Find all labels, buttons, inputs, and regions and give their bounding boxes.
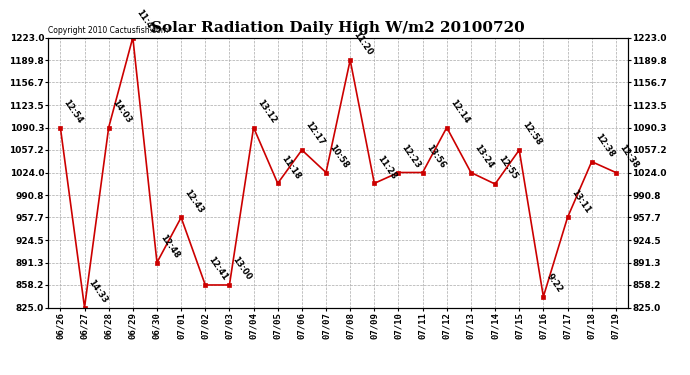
Text: 12:58: 12:58 — [521, 120, 543, 147]
Text: 12:55: 12:55 — [497, 154, 520, 181]
Text: 11:45: 11:45 — [135, 8, 157, 35]
Text: 12:38: 12:38 — [618, 143, 640, 170]
Text: 9:22: 9:22 — [545, 272, 564, 294]
Text: 11:18: 11:18 — [279, 153, 302, 181]
Text: 13:56: 13:56 — [424, 142, 446, 170]
Text: 12:41: 12:41 — [207, 255, 230, 282]
Text: 13:11: 13:11 — [569, 188, 591, 215]
Text: 12:23: 12:23 — [400, 142, 422, 170]
Text: 10:58: 10:58 — [328, 143, 350, 170]
Title: Solar Radiation Daily High W/m2 20100720: Solar Radiation Daily High W/m2 20100720 — [151, 21, 525, 35]
Text: 12:17: 12:17 — [304, 120, 326, 147]
Text: 12:48: 12:48 — [159, 232, 181, 260]
Text: 14:33: 14:33 — [86, 278, 108, 305]
Text: 13:24: 13:24 — [473, 142, 495, 170]
Text: 11:28: 11:28 — [376, 153, 398, 181]
Text: Copyright 2010 Cactusfish.com: Copyright 2010 Cactusfish.com — [48, 26, 168, 35]
Text: 12:43: 12:43 — [183, 188, 205, 215]
Text: 14:03: 14:03 — [110, 98, 132, 125]
Text: 11:20: 11:20 — [352, 30, 374, 57]
Text: 12:54: 12:54 — [62, 98, 85, 125]
Text: 12:14: 12:14 — [448, 98, 471, 125]
Text: 13:00: 13:00 — [231, 255, 253, 282]
Text: 13:12: 13:12 — [255, 98, 277, 125]
Text: 12:38: 12:38 — [593, 132, 615, 159]
